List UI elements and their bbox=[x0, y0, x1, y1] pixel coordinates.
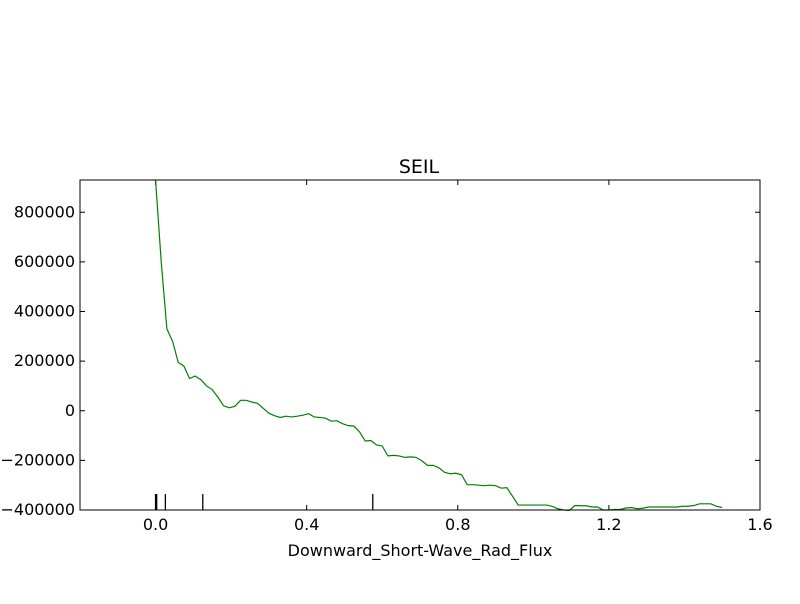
y-axis-ticks: −400000 −200000 0 200000 400000 600000 800000 bbox=[1, 202, 760, 519]
plot-frame bbox=[79, 179, 761, 511]
x-tick-label: 0.4 bbox=[294, 515, 319, 534]
x-tick-label: 0.8 bbox=[445, 515, 470, 534]
x-tick-label: 1.6 bbox=[747, 515, 772, 534]
y-tick-label: 0 bbox=[65, 401, 75, 420]
rug-marks bbox=[154, 494, 374, 510]
y-tick-label: 200000 bbox=[14, 351, 75, 370]
plot-lines bbox=[154, 179, 723, 512]
x-axis-ticks: 0.0 0.4 0.8 1.2 1.6 bbox=[143, 180, 773, 534]
series-line bbox=[154, 179, 723, 512]
x-axis-label: Downward_Short-Wave_Rad_Flux bbox=[288, 541, 553, 561]
y-tick-label: 600000 bbox=[14, 252, 75, 271]
x-tick-label: 0.0 bbox=[143, 515, 168, 534]
y-tick-label: −400000 bbox=[1, 500, 75, 519]
y-tick-label: −200000 bbox=[1, 450, 75, 469]
y-tick-label: 800000 bbox=[14, 202, 75, 221]
y-tick-label: 400000 bbox=[14, 302, 75, 321]
x-tick-label: 1.2 bbox=[596, 515, 621, 534]
chart-title: SEIL bbox=[399, 156, 440, 178]
